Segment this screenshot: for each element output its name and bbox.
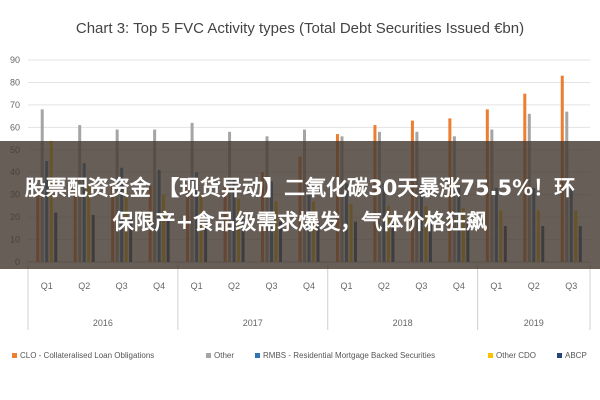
- x-tick-label: Q2: [228, 281, 240, 291]
- legend-swatch: [206, 353, 211, 358]
- year-group-label: 2018: [393, 318, 413, 328]
- x-tick-label: Q1: [41, 281, 53, 291]
- x-tick-label: Q1: [490, 281, 502, 291]
- legend-swatch: [255, 353, 260, 358]
- news-overlay-banner[interactable]: 股票配资资金 【现货异动】二氧化碳30天暴涨75.5%！环保限产+食品级需求爆发…: [0, 141, 600, 269]
- y-tick-label: 90: [10, 55, 20, 65]
- y-tick-label: 60: [10, 122, 20, 132]
- y-tick-label: 70: [10, 100, 20, 110]
- legend-swatch: [12, 353, 17, 358]
- x-tick-label: Q1: [340, 281, 352, 291]
- x-tick-label: Q3: [565, 281, 577, 291]
- legend-label: Other: [214, 351, 234, 360]
- x-tick-label: Q3: [266, 281, 278, 291]
- year-group-label: 2016: [93, 318, 113, 328]
- year-group-label: 2019: [524, 318, 544, 328]
- legend-label: CLO - Collateralised Loan Obligations: [20, 351, 154, 360]
- x-tick-label: Q2: [78, 281, 90, 291]
- x-tick-label: Q4: [453, 281, 465, 291]
- legend-swatch: [557, 353, 562, 358]
- x-tick-label: Q3: [415, 281, 427, 291]
- x-tick-label: Q4: [153, 281, 165, 291]
- chart-title: Chart 3: Top 5 FVC Activity types (Total…: [76, 20, 524, 37]
- x-tick-label: Q3: [116, 281, 128, 291]
- legend-label: ABCP: [565, 351, 587, 360]
- x-tick-label: Q1: [191, 281, 203, 291]
- x-tick-label: Q2: [528, 281, 540, 291]
- x-tick-label: Q4: [303, 281, 315, 291]
- legend-swatch: [488, 353, 493, 358]
- year-groups: 2016 2017 2018 2019: [27, 262, 591, 330]
- year-group-label: 2017: [243, 318, 263, 328]
- overlay-headline: 股票配资资金 【现货异动】二氧化碳30天暴涨75.5%！环保限产+食品级需求爆发…: [24, 176, 576, 234]
- x-tick-label: Q2: [378, 281, 390, 291]
- x-axis: Q1 Q2 Q3 Q4 Q1 Q2 Q3 Q4 Q1 Q2 Q3 Q4 Q1 Q2 Q3: [41, 281, 578, 291]
- legend-label: Other CDO: [496, 351, 536, 360]
- legend: CLO - Collateralised Loan Obligations Oth…: [12, 351, 587, 360]
- y-tick-label: 80: [10, 77, 20, 87]
- legend-label: RMBS - Residential Mortgage Backed Secur…: [263, 351, 435, 360]
